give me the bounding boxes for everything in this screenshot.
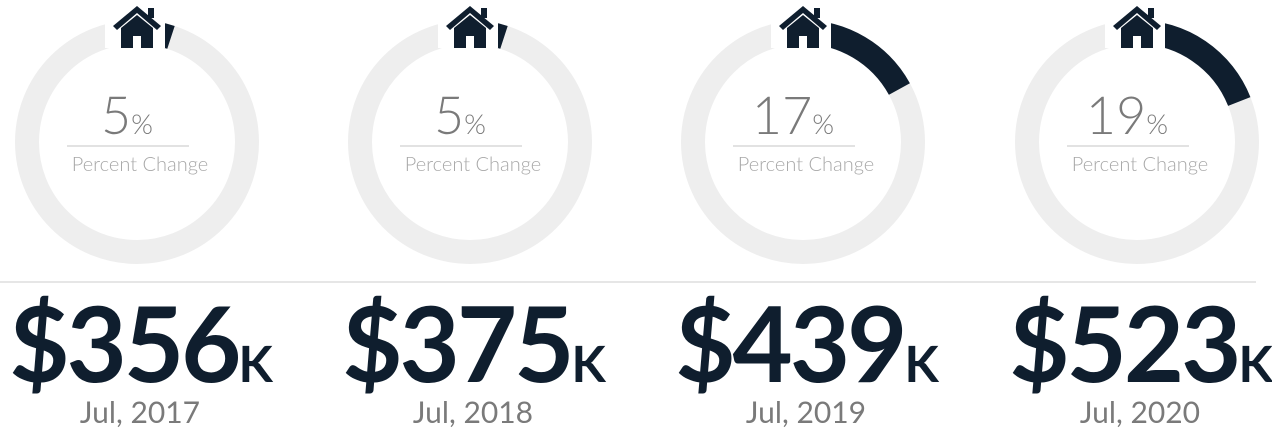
date-label: Jul, 2020 — [1080, 394, 1200, 429]
house-body — [787, 15, 819, 48]
percent-caption: Percent Change — [72, 152, 208, 176]
house-body — [454, 15, 486, 48]
price-value: $356 — [9, 280, 238, 405]
percent-value: 17% — [752, 84, 834, 146]
gauge-track — [15, 20, 259, 264]
house-body — [121, 15, 153, 48]
price: $356K — [9, 280, 273, 405]
percent-unit: % — [812, 106, 834, 140]
percent-number: 5 — [101, 84, 131, 146]
percent-number: 17 — [752, 84, 812, 146]
price-unit: K — [1239, 333, 1272, 393]
house-chimney — [481, 8, 487, 18]
gauge-track — [348, 20, 592, 264]
percent-unit: % — [464, 106, 486, 140]
date-label: Jul, 2017 — [80, 394, 200, 429]
house-icon — [1113, 6, 1161, 48]
price: $523K — [1009, 280, 1272, 405]
price: $375K — [342, 280, 606, 405]
percent-value: 5% — [434, 84, 486, 146]
house-icon — [446, 6, 494, 48]
percent-number: 19 — [1086, 84, 1146, 146]
house-body — [1121, 15, 1153, 48]
price-unit: K — [572, 333, 607, 393]
price-unit: K — [905, 333, 940, 393]
price-value: $523 — [1009, 280, 1238, 405]
date-label: Jul, 2018 — [413, 394, 533, 429]
percent-caption: Percent Change — [405, 152, 541, 176]
price-value: $439 — [675, 280, 904, 405]
house-chimney — [814, 8, 820, 18]
percent-value: 19% — [1086, 84, 1168, 146]
percent-unit: % — [1146, 106, 1168, 140]
price-value: $375 — [342, 280, 571, 405]
percent-caption: Percent Change — [1072, 152, 1208, 176]
percent-value: 5% — [101, 84, 153, 146]
price: $439K — [675, 280, 939, 405]
house-chimney — [148, 8, 154, 18]
percent-unit: % — [131, 106, 153, 140]
house-chimney — [1148, 8, 1154, 18]
date-label: Jul, 2019 — [746, 394, 866, 429]
price-unit: K — [239, 333, 274, 393]
percent-caption: Percent Change — [738, 152, 874, 176]
percent-number: 5 — [434, 84, 464, 146]
